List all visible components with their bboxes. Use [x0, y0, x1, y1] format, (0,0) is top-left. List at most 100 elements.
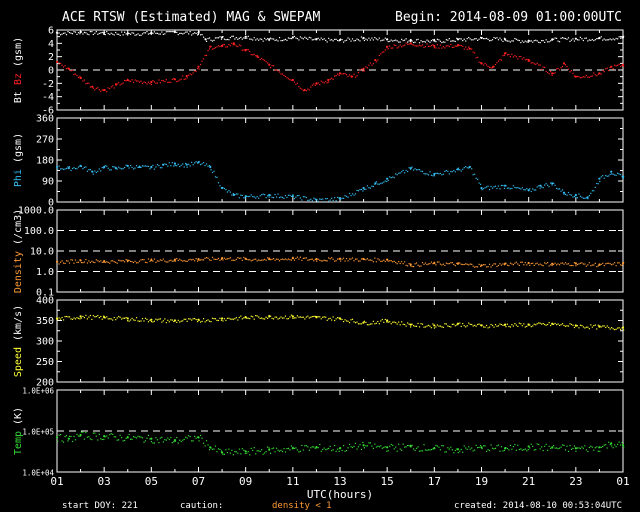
data-mark-temp	[229, 452, 231, 454]
data-mark-phi	[493, 186, 495, 188]
data-mark-speed	[274, 316, 276, 318]
data-mark-bt	[334, 38, 336, 41]
data-mark-speed	[298, 316, 300, 318]
data-mark-phi	[469, 166, 471, 168]
data-mark-speed	[618, 327, 620, 329]
data-point-speed	[409, 323, 412, 326]
data-mark-bz	[526, 58, 528, 61]
data-mark-bz	[76, 74, 78, 77]
data-mark-density	[529, 264, 531, 266]
data-mark-bz	[146, 83, 148, 85]
data-mark-temp	[275, 447, 278, 449]
data-mark-bt	[550, 40, 552, 42]
data-mark-bt	[606, 39, 608, 41]
data-mark-speed	[311, 315, 313, 318]
data-mark-bz	[256, 54, 258, 57]
data-mark-bz	[234, 43, 236, 46]
data-mark-temp	[317, 447, 319, 449]
data-mark-temp	[244, 452, 246, 455]
data-mark-bt	[375, 38, 377, 40]
data-mark-temp	[447, 447, 449, 449]
data-mark-bz	[171, 78, 173, 80]
data-mark-speed	[125, 316, 127, 319]
data-mark-bt	[322, 38, 324, 41]
data-mark-bz	[532, 62, 534, 64]
data-mark-bz	[311, 84, 313, 86]
data-mark-bz	[238, 44, 240, 46]
data-mark-speed	[158, 318, 160, 320]
data-mark-speed	[576, 325, 579, 327]
data-mark-speed	[232, 318, 234, 320]
data-mark-bz	[156, 82, 158, 84]
data-mark-temp	[557, 448, 559, 450]
data-mark-temp	[560, 446, 562, 448]
data-point-temp	[268, 448, 271, 451]
data-mark-bz	[158, 79, 160, 81]
data-mark-speed	[575, 325, 577, 327]
data-mark-bt	[210, 39, 212, 41]
data-mark-phi	[326, 197, 328, 200]
data-mark-density	[603, 264, 605, 267]
data-mark-speed	[557, 323, 559, 325]
data-mark-speed	[89, 314, 91, 317]
data-mark-density	[393, 260, 395, 263]
data-mark-temp	[530, 443, 532, 445]
data-mark-temp	[392, 444, 394, 447]
data-mark-density	[79, 259, 81, 261]
data-mark-temp	[199, 434, 202, 437]
data-mark-density	[131, 261, 133, 263]
data-mark-temp	[91, 438, 93, 441]
data-mark-phi	[407, 170, 409, 173]
data-mark-bt	[244, 37, 246, 39]
data-mark-bz	[220, 44, 223, 47]
data-mark-bt	[485, 37, 488, 40]
data-mark-temp	[381, 447, 383, 449]
data-mark-speed	[225, 319, 227, 322]
data-mark-speed	[389, 321, 391, 323]
data-mark-temp	[475, 444, 477, 446]
data-mark-bz	[542, 66, 544, 68]
data-mark-bt	[597, 37, 599, 40]
data-mark-phi	[255, 197, 257, 199]
data-mark-density	[189, 258, 191, 260]
data-mark-phi	[572, 196, 574, 198]
data-mark-temp	[197, 436, 199, 438]
series-speed	[55, 314, 625, 331]
data-mark-bz	[572, 72, 574, 74]
data-mark-temp	[67, 440, 69, 442]
data-mark-speed	[205, 320, 208, 322]
data-mark-bt	[97, 33, 99, 35]
data-point-bt	[268, 38, 271, 41]
data-mark-speed	[250, 315, 252, 317]
caution-label: caution:	[180, 501, 223, 511]
data-mark-bz	[149, 82, 151, 85]
data-mark-temp	[505, 447, 507, 449]
data-mark-temp	[177, 442, 179, 444]
data-mark-temp	[281, 450, 284, 453]
data-mark-density	[143, 259, 145, 261]
data-mark-temp	[356, 448, 358, 450]
data-mark-speed	[86, 318, 88, 320]
data-mark-bz	[417, 45, 419, 47]
data-mark-temp	[375, 446, 377, 448]
data-mark-bz	[64, 65, 66, 67]
data-mark-density	[386, 259, 388, 261]
data-mark-phi	[335, 199, 337, 202]
data-mark-bt	[225, 39, 227, 41]
data-mark-bz	[427, 45, 430, 48]
data-mark-speed	[115, 319, 117, 321]
data-mark-temp	[395, 446, 397, 448]
data-mark-phi	[505, 185, 507, 187]
data-mark-phi	[353, 194, 355, 196]
data-mark-density	[219, 259, 221, 261]
data-mark-phi	[417, 168, 419, 171]
y-tick-label: 250	[36, 357, 54, 368]
data-mark-density	[542, 264, 544, 267]
data-mark-phi	[360, 188, 363, 191]
data-mark-speed	[509, 326, 511, 328]
data-mark-temp	[570, 448, 573, 450]
data-mark-temp	[551, 447, 553, 449]
data-mark-density	[548, 265, 550, 267]
data-mark-density	[144, 261, 147, 263]
data-mark-phi	[140, 166, 142, 168]
